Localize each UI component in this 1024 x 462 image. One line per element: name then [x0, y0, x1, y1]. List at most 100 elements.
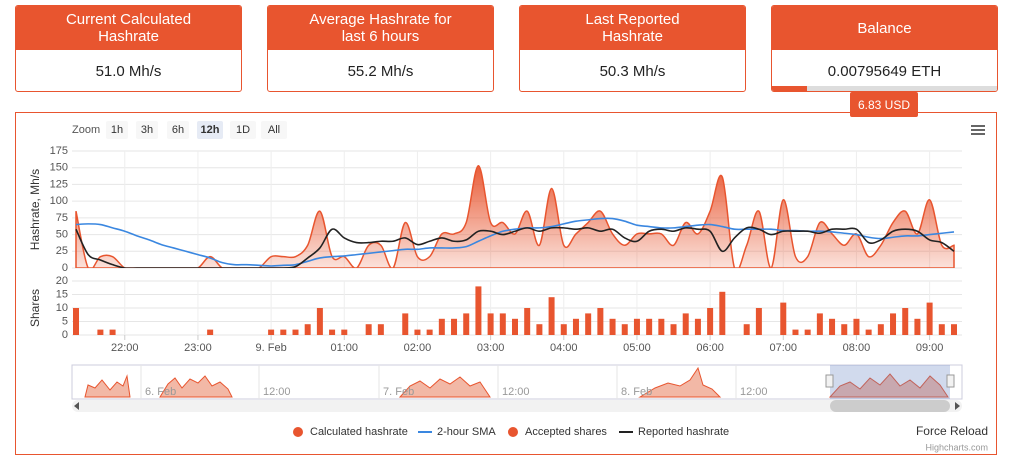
zoom-button-bg: [136, 121, 158, 139]
bar: [780, 302, 787, 335]
bar: [414, 329, 421, 335]
legend-item[interactable]: Reported hashrate: [619, 426, 729, 438]
zoom-button[interactable]: 12h: [197, 121, 223, 139]
plot: [75, 164, 955, 268]
card-value: 55.2 Mh/s: [347, 62, 414, 80]
progress-fill: [772, 86, 807, 91]
bar: [304, 324, 311, 335]
bar: [707, 308, 714, 335]
card: Balance 0.00795649 ETH: [771, 5, 998, 92]
bar: [853, 318, 860, 335]
zoom-button-bg: [167, 121, 189, 139]
chart-frame: [15, 112, 997, 455]
y-tick-label: 5: [62, 315, 68, 327]
legend-item[interactable]: Calculated hashrate: [293, 426, 408, 438]
navigator-label: 7. Feb: [383, 386, 414, 398]
navigator-label: 6. Feb: [145, 386, 176, 398]
bar: [646, 318, 653, 335]
bar: [719, 291, 726, 335]
x-tick-label: 9. Feb: [256, 342, 287, 354]
zoom-button[interactable]: 1D: [230, 121, 256, 139]
bar: [451, 318, 458, 335]
bar: [536, 324, 543, 335]
bar: [829, 318, 836, 335]
bar: [682, 313, 689, 335]
zoom-button[interactable]: 1h: [106, 121, 128, 139]
legend-marker: [293, 427, 303, 437]
menu-bar: [971, 125, 985, 127]
zoom-button-label: All: [268, 124, 280, 136]
bar: [365, 324, 372, 335]
bar: [902, 308, 909, 335]
navigator-selection[interactable]: [830, 365, 950, 399]
legend-label: Calculated hashrate: [310, 426, 408, 438]
x-tick-label: 05:00: [623, 342, 651, 354]
y-tick-label: 175: [50, 145, 68, 157]
y-axis-title: Hashrate, Mh/s: [28, 169, 42, 250]
zoom-button[interactable]: 6h: [167, 121, 189, 139]
bar: [524, 308, 531, 335]
y-tick-label: 75: [56, 212, 68, 224]
bar: [475, 286, 482, 335]
bar: [341, 329, 348, 335]
bar: [914, 318, 921, 335]
bar: [207, 329, 214, 335]
y-tick-label: 10: [56, 302, 68, 314]
card-value: 0.00795649 ETH: [827, 62, 942, 80]
bar: [499, 313, 506, 335]
bar: [280, 329, 287, 335]
x-tick-label: 01:00: [331, 342, 359, 354]
navigator-handle[interactable]: [825, 374, 834, 388]
legend-marker: [508, 427, 518, 437]
card: Average Hashrate for last 6 hours 55.2 Mh…: [267, 5, 494, 92]
y-tick-label: 100: [50, 195, 68, 207]
x-tick-label: 04:00: [550, 342, 578, 354]
area: [75, 164, 955, 268]
card-value: 50.3 Mh/s: [599, 62, 666, 80]
y-tick-label: 150: [50, 162, 68, 174]
force-reload[interactable]: Force Reload: [916, 424, 988, 438]
scrollbar-thumb[interactable]: [830, 400, 950, 412]
legend-label: 2-hour SMA: [437, 426, 496, 438]
scrollbar-track[interactable]: [72, 400, 962, 412]
y-tick-label: 25: [56, 245, 68, 257]
bar: [438, 318, 445, 335]
y-tick-label: 20: [56, 275, 68, 287]
bar: [402, 313, 409, 335]
bar: [512, 318, 518, 335]
zoom-button-bg: [261, 121, 287, 139]
bar: [268, 329, 275, 335]
zoom-button-label: 1D: [236, 124, 250, 136]
zoom-button[interactable]: 3h: [136, 121, 158, 139]
bar: [792, 329, 799, 335]
legend-item[interactable]: 2-hour SMA: [418, 426, 496, 438]
card: Current Calculated Hashrate 51.0 Mh/s: [15, 5, 242, 92]
legend-item[interactable]: Accepted shares: [508, 426, 607, 438]
bar: [938, 324, 945, 335]
card-value: 51.0 Mh/s: [95, 62, 162, 80]
bar: [597, 308, 604, 335]
navigator-handle[interactable]: [946, 374, 955, 388]
y-tick-label: 0: [62, 329, 68, 341]
zoom-button[interactable]: All: [261, 121, 287, 139]
bar: [694, 318, 701, 335]
navigator: [71, 364, 963, 412]
bar: [463, 313, 470, 335]
legend-label: Accepted shares: [525, 426, 607, 438]
y-tick-label: 15: [56, 288, 68, 300]
zoom-label: Zoom: [72, 124, 100, 136]
bar: [658, 318, 665, 335]
bar: [560, 324, 567, 335]
bar: [816, 313, 823, 335]
bar: [426, 329, 433, 335]
menu-icon[interactable]: [971, 125, 985, 135]
x-tick-label: 02:00: [404, 342, 432, 354]
card: Last Reported Hashrate 50.3 Mh/s: [519, 5, 746, 92]
navigator-label: 12:00: [263, 386, 291, 398]
navigator-label: 8. Feb: [621, 386, 652, 398]
navigator-label: 12:00: [502, 386, 530, 398]
zoom-button-label: 12h: [201, 124, 220, 136]
bar: [329, 329, 336, 335]
navigator-series: [84, 366, 949, 398]
